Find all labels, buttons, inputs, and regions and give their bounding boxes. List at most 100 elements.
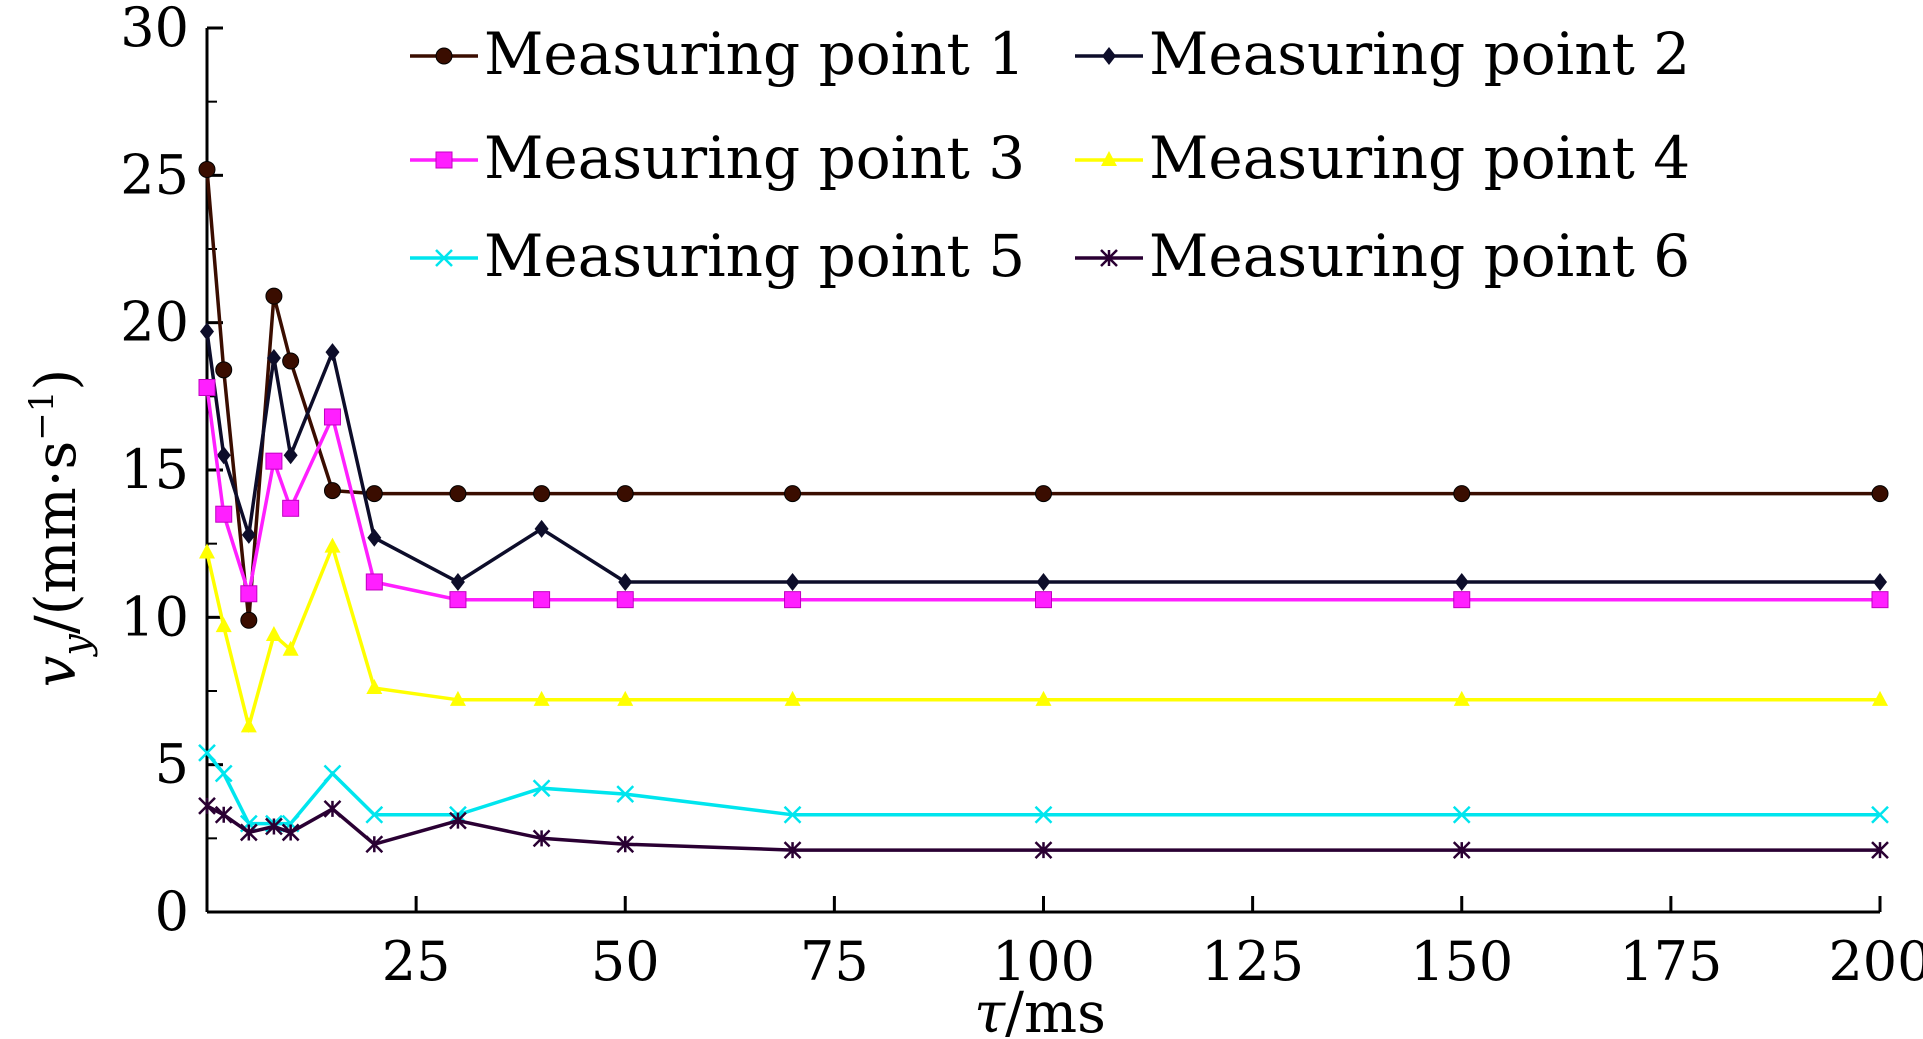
data-point bbox=[1871, 841, 1889, 860]
data-point bbox=[1452, 805, 1471, 824]
data-point bbox=[1036, 572, 1051, 591]
y-tick-label: 5 bbox=[155, 733, 189, 796]
data-point bbox=[214, 764, 233, 783]
data-point bbox=[1035, 485, 1052, 503]
legend-item: Measuring point 3 bbox=[410, 124, 1025, 192]
data-point bbox=[367, 528, 382, 547]
data-point bbox=[616, 485, 634, 503]
y-axis-title-var: v bbox=[24, 655, 89, 687]
x-tick-label: 150 bbox=[1410, 930, 1513, 993]
data-point bbox=[783, 841, 802, 860]
legend-item: Measuring point 6 bbox=[1075, 222, 1690, 290]
data-point bbox=[1034, 805, 1053, 824]
legend-item: Measuring point 2 bbox=[1075, 20, 1690, 88]
data-point bbox=[265, 817, 283, 836]
series-4 bbox=[199, 537, 1888, 734]
series-3 bbox=[198, 378, 1889, 609]
data-point bbox=[784, 485, 802, 503]
data-point bbox=[325, 343, 340, 362]
data-point bbox=[215, 361, 233, 379]
series-line bbox=[205, 751, 1880, 826]
data-point bbox=[282, 640, 299, 656]
series-line bbox=[205, 541, 1880, 734]
data-point bbox=[265, 287, 283, 305]
x-tick-label: 50 bbox=[591, 930, 660, 993]
data-point bbox=[1871, 591, 1889, 609]
axes: 0 5 10 15 20 25 30 25 50 75 100 125 150 175 200 bbox=[120, 0, 1923, 993]
y-axis-title-unit: /(mm·s bbox=[24, 441, 89, 634]
data-point bbox=[241, 525, 256, 544]
x-tick-label: 75 bbox=[800, 930, 869, 993]
y-tick-label: 20 bbox=[120, 291, 189, 354]
legend-label: Measuring point 1 bbox=[484, 20, 1025, 88]
legend-swatch-marker bbox=[1101, 151, 1117, 166]
data-point bbox=[323, 764, 342, 783]
data-point bbox=[784, 591, 802, 609]
data-point bbox=[618, 572, 633, 591]
data-point bbox=[366, 679, 383, 695]
series-5 bbox=[198, 743, 1889, 833]
data-point bbox=[1453, 690, 1470, 706]
series-line bbox=[206, 804, 1880, 852]
data-point bbox=[534, 519, 549, 538]
data-point bbox=[1452, 841, 1471, 860]
x-tick-label: 25 bbox=[382, 930, 451, 993]
data-point bbox=[198, 797, 216, 815]
data-point bbox=[1873, 572, 1887, 591]
x-axis-title: τ/ms bbox=[974, 981, 1106, 1039]
data-point bbox=[533, 591, 551, 609]
data-point bbox=[365, 835, 384, 854]
data-point bbox=[365, 485, 383, 503]
y-tick-label: 30 bbox=[120, 0, 189, 59]
legend-label: Measuring point 5 bbox=[484, 222, 1025, 290]
x-tick-label: 175 bbox=[1619, 930, 1722, 993]
data-point bbox=[450, 572, 465, 591]
series-line bbox=[205, 387, 1880, 602]
data-point bbox=[281, 823, 300, 842]
legend-label: Measuring point 3 bbox=[484, 124, 1025, 192]
data-point bbox=[214, 805, 233, 824]
data-point bbox=[783, 805, 802, 824]
data-point bbox=[215, 505, 233, 523]
x-tick-label: 200 bbox=[1828, 930, 1923, 993]
data-point bbox=[215, 617, 232, 633]
y-tick-label: 0 bbox=[155, 880, 189, 943]
data-point bbox=[323, 799, 342, 818]
legend-label: Measuring point 2 bbox=[1149, 20, 1690, 88]
data-point bbox=[1453, 591, 1471, 609]
data-point bbox=[1871, 805, 1889, 824]
data-point bbox=[200, 322, 214, 341]
data-point bbox=[240, 717, 257, 733]
series-6 bbox=[198, 797, 1889, 860]
y-tick-label: 15 bbox=[120, 438, 189, 501]
data-point bbox=[617, 690, 634, 706]
data-point bbox=[533, 485, 551, 503]
y-axis-title: vy/(mm·s−1) bbox=[22, 369, 98, 688]
y-tick-label: 10 bbox=[120, 585, 189, 648]
data-point bbox=[1035, 591, 1052, 609]
data-point bbox=[216, 446, 231, 465]
legend-label: Measuring point 4 bbox=[1149, 124, 1690, 192]
legend-swatch-marker bbox=[435, 249, 453, 267]
data-point bbox=[1034, 841, 1053, 860]
data-point bbox=[239, 823, 258, 842]
x-axis-title-var: τ bbox=[974, 981, 1006, 1039]
x-axis-title-unit: /ms bbox=[1005, 981, 1106, 1039]
series-2 bbox=[200, 322, 1887, 591]
data-point bbox=[323, 482, 341, 500]
data-point bbox=[616, 785, 635, 804]
data-point bbox=[265, 452, 283, 470]
data-point bbox=[199, 543, 215, 559]
data-point bbox=[198, 378, 216, 396]
legend-swatch-marker bbox=[435, 47, 453, 65]
x-tick-label: 125 bbox=[1201, 930, 1304, 993]
data-point bbox=[323, 408, 341, 426]
legend-label: Measuring point 6 bbox=[1149, 222, 1690, 290]
legend-item: Measuring point 1 bbox=[410, 20, 1025, 88]
data-point bbox=[1871, 485, 1889, 503]
data-point bbox=[449, 690, 466, 706]
data-point bbox=[784, 690, 801, 706]
data-point bbox=[198, 160, 216, 178]
data-point bbox=[616, 835, 635, 854]
data-point bbox=[1035, 690, 1052, 706]
